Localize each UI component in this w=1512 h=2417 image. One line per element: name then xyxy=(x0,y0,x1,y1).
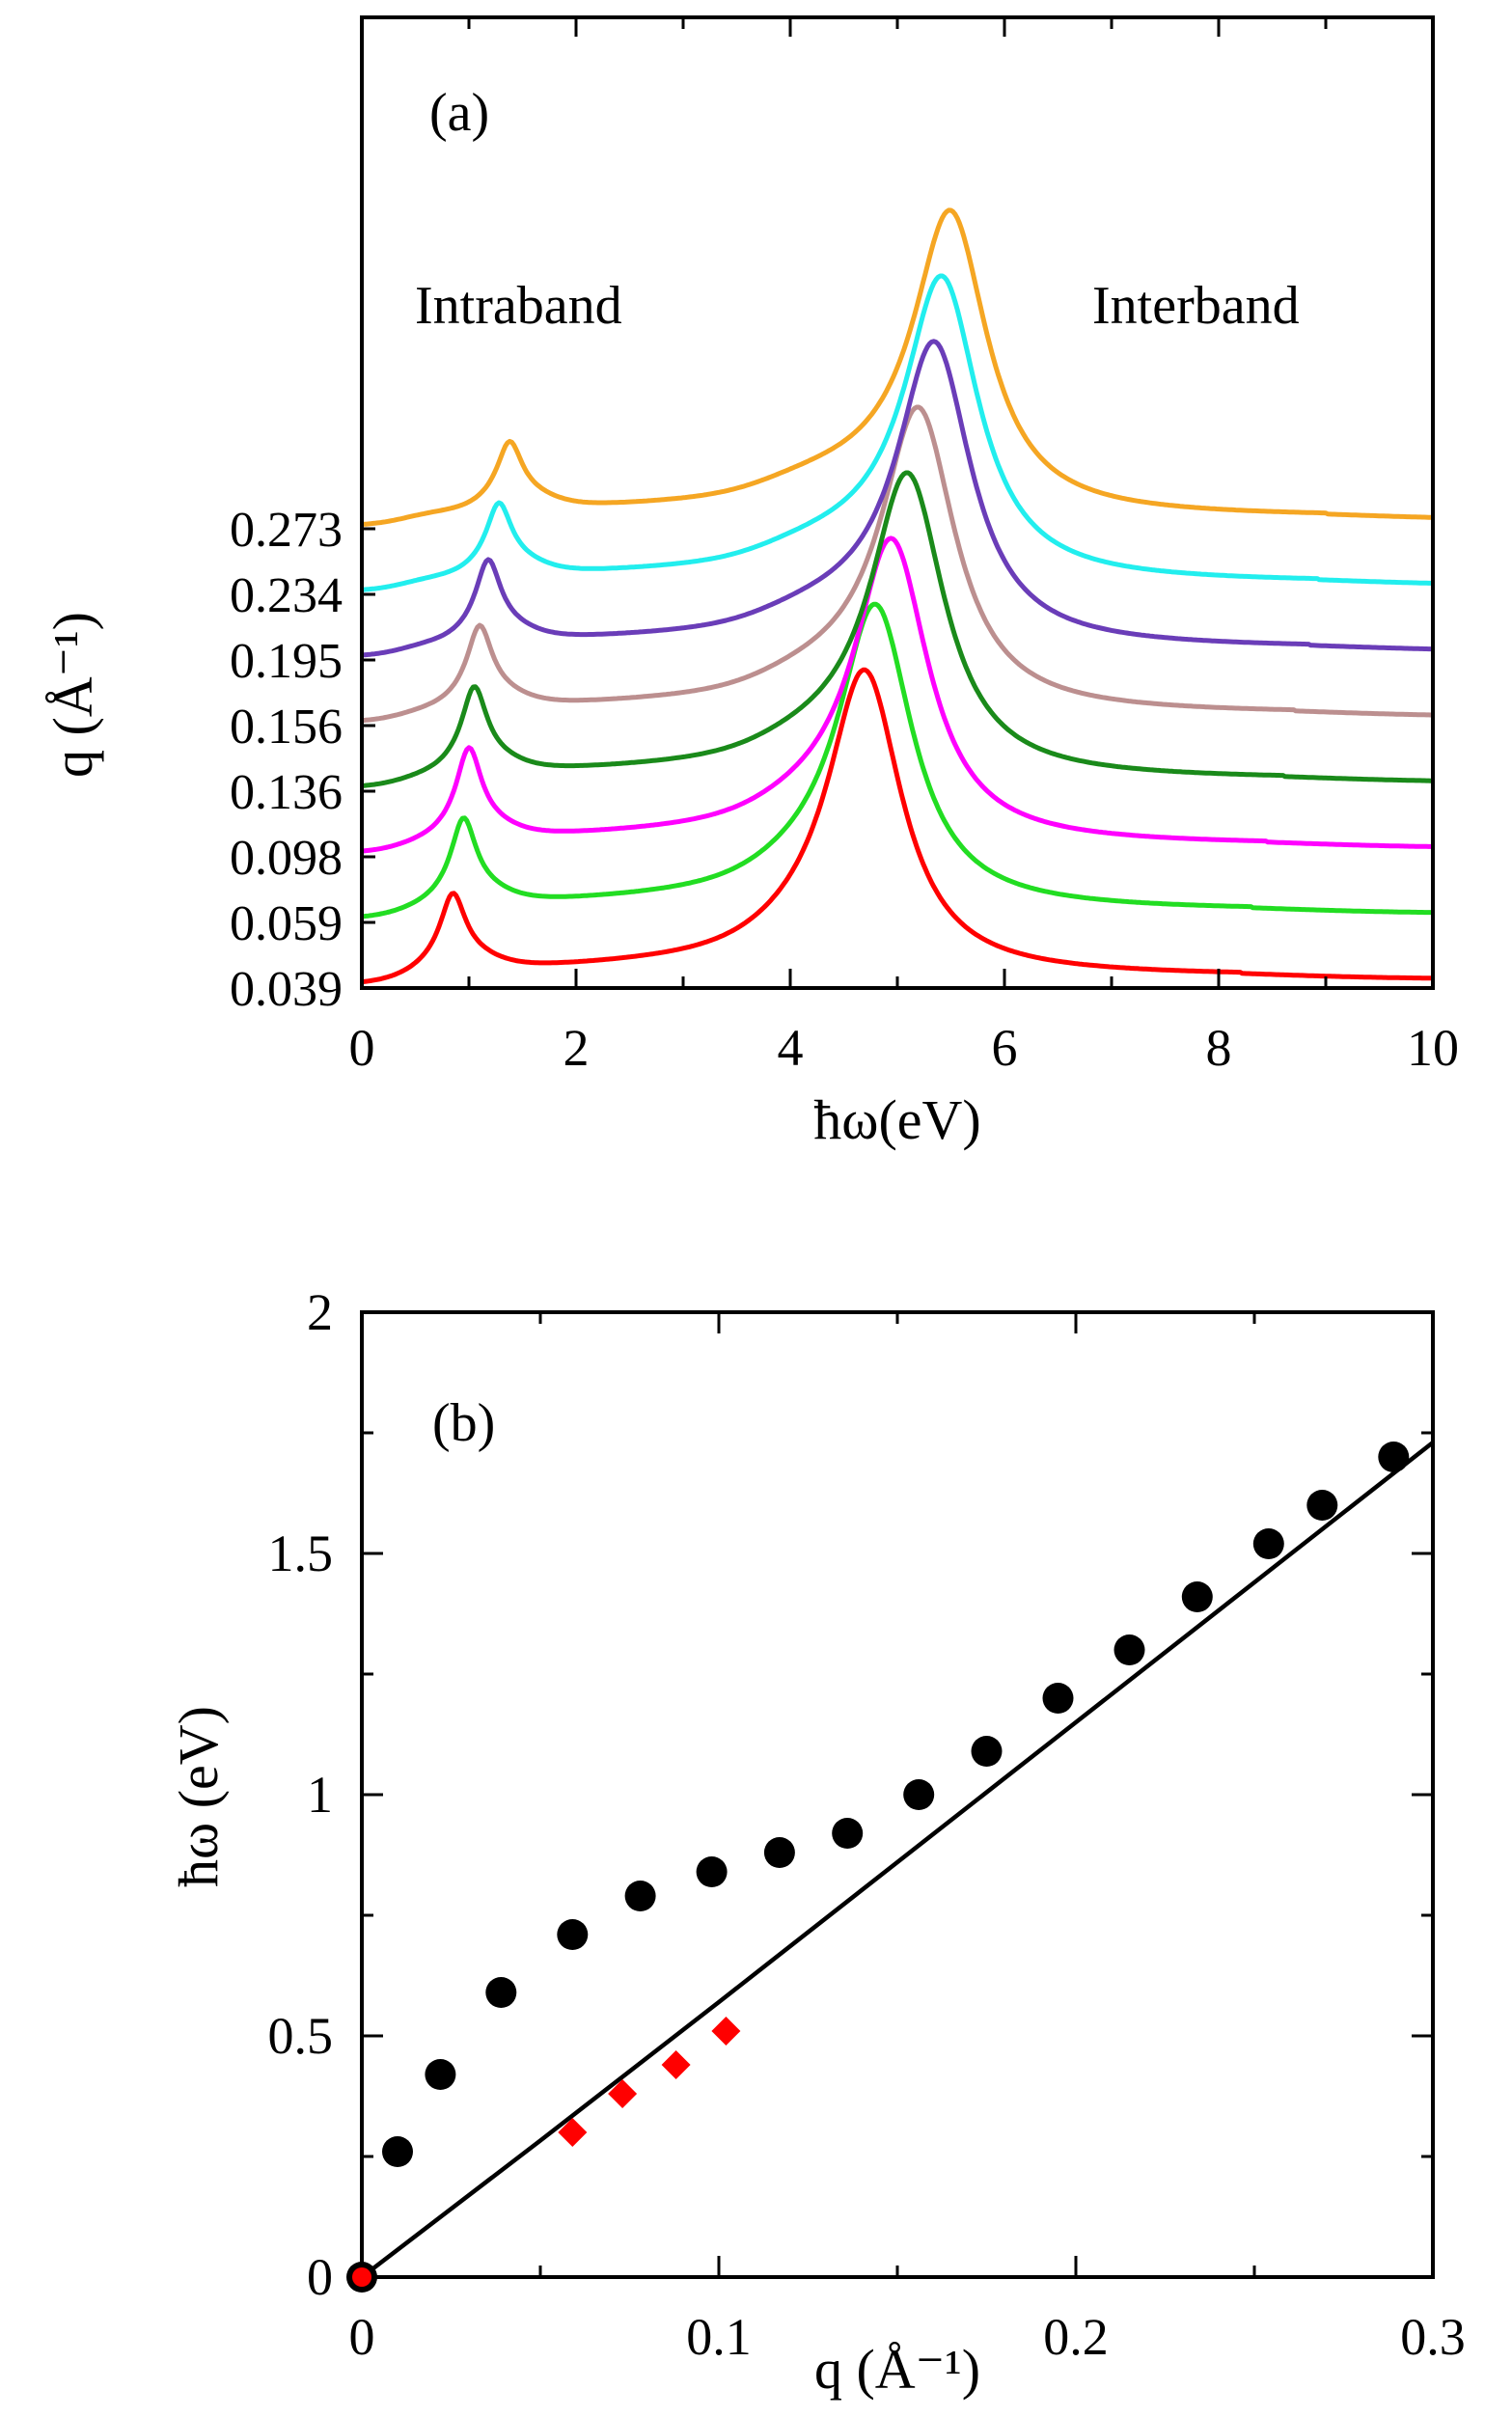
panel-a-x-tick-label: 2 xyxy=(564,1019,590,1077)
data-point-circle xyxy=(1306,1490,1338,1521)
data-point-diamond xyxy=(661,2050,691,2079)
panel-b-y-tick-label: 0 xyxy=(307,2248,333,2306)
panel-a-x-axis-label: ħω(eV) xyxy=(813,1088,980,1151)
panel-b-x-tick-label: 0.1 xyxy=(686,2308,752,2366)
panel-b-y-tick-label: 1 xyxy=(307,1766,333,1824)
panel-a-q-labels: 0.039 0.059 0.098 0.136 0.156 0.195 0.234 0.273 xyxy=(230,503,343,1017)
panel-a-ticks xyxy=(360,17,1435,990)
spectrum-line-q-0.234 xyxy=(361,273,1434,592)
panel-a-y-axis-label: q (Å⁻¹) xyxy=(41,612,104,778)
panel-a-x-tick-label: 6 xyxy=(992,1019,1018,1077)
data-point-circle xyxy=(557,1919,589,1950)
data-point-circle xyxy=(696,1856,728,1887)
data-point-circle xyxy=(1181,1581,1213,1612)
panel-a-x-tick-label: 0 xyxy=(349,1019,375,1077)
panel-b-y-tick-label: 2 xyxy=(307,1283,333,1341)
q-label: 0.273 xyxy=(230,503,343,558)
panel-a-label: (a) xyxy=(429,83,489,143)
data-point-circle xyxy=(485,1977,517,2008)
spectrum-line-q-0.195 xyxy=(361,339,1434,658)
data-point-circle xyxy=(1252,1528,1284,1559)
panel-b-x-tick-label: 0.3 xyxy=(1400,2308,1466,2366)
panel-b-x-axis-label: q (Å⁻¹) xyxy=(814,2338,980,2401)
panel-a-spectra xyxy=(361,207,1434,985)
q-label: 0.098 xyxy=(230,831,343,886)
data-point-circle xyxy=(971,1736,1003,1767)
panel-b-y-tick-label: 1.5 xyxy=(268,1524,334,1582)
panel-b-x-tick-label: 0 xyxy=(349,2308,375,2366)
spectrum-line-q-0.039 xyxy=(361,667,1434,985)
dispersion-line xyxy=(360,1441,1435,2279)
data-point-circle xyxy=(1042,1683,1074,1714)
panel-b-y-axis-label: ħω (eV) xyxy=(167,1706,230,1887)
panel-a-x-tick-label: 10 xyxy=(1407,1019,1459,1077)
data-point-circle xyxy=(903,1779,935,1810)
panel-b-data xyxy=(346,1441,1435,2293)
data-point-circle xyxy=(832,1818,864,1849)
spectrum-line-q-0.059 xyxy=(361,601,1434,920)
data-point-diamond xyxy=(558,2118,588,2147)
panel-a-x-tick-label: 8 xyxy=(1206,1019,1232,1077)
panel-a-x-tick-label: 4 xyxy=(778,1019,804,1077)
data-point-circle xyxy=(763,1837,795,1868)
q-label: 0.136 xyxy=(230,765,343,820)
data-point-circle xyxy=(1378,1442,1410,1472)
data-point-circle xyxy=(624,1881,656,1911)
data-point-diamond xyxy=(711,2017,741,2046)
spectrum-line-q-0.136 xyxy=(361,470,1434,788)
spectrum-line-q-0.273 xyxy=(361,207,1434,527)
spectrum-line-q-0.098 xyxy=(361,536,1434,854)
panel-b-label: (b) xyxy=(432,1393,495,1453)
data-point-origin-marker xyxy=(352,2267,371,2287)
q-label: 0.039 xyxy=(230,962,343,1017)
data-point-circle xyxy=(1113,1634,1145,1665)
q-label: 0.059 xyxy=(230,896,343,951)
q-label: 0.195 xyxy=(230,634,343,689)
panel-b-y-tick-labels: 0 0.5 1 1.5 2 xyxy=(268,1283,334,2306)
panel-b-x-tick-labels: 0 0.1 0.2 0.3 xyxy=(349,2308,1466,2366)
panel-a-x-tick-labels: 0 2 4 6 8 10 xyxy=(349,1019,1460,1077)
data-point-circle xyxy=(382,2136,413,2167)
interband-annotation: Interband xyxy=(1092,276,1300,336)
panel-b-x-tick-label: 0.2 xyxy=(1043,2308,1109,2366)
data-point-diamond xyxy=(608,2079,638,2108)
panel-b: 0 0.1 0.2 0.3 0 0.5 1 1.5 2 (b) q (Å⁻¹) ħω (eV) xyxy=(167,1283,1466,2401)
data-point-circle xyxy=(425,2059,456,2090)
q-label: 0.234 xyxy=(230,568,343,623)
panel-b-y-tick-label: 0.5 xyxy=(268,2007,334,2065)
panel-a: 0 2 4 6 8 10 0.0390.0590.0980.1360.1560.1950.… xyxy=(41,15,1460,1151)
intraband-annotation: Intraband xyxy=(415,276,622,336)
q-label: 0.156 xyxy=(230,700,343,755)
